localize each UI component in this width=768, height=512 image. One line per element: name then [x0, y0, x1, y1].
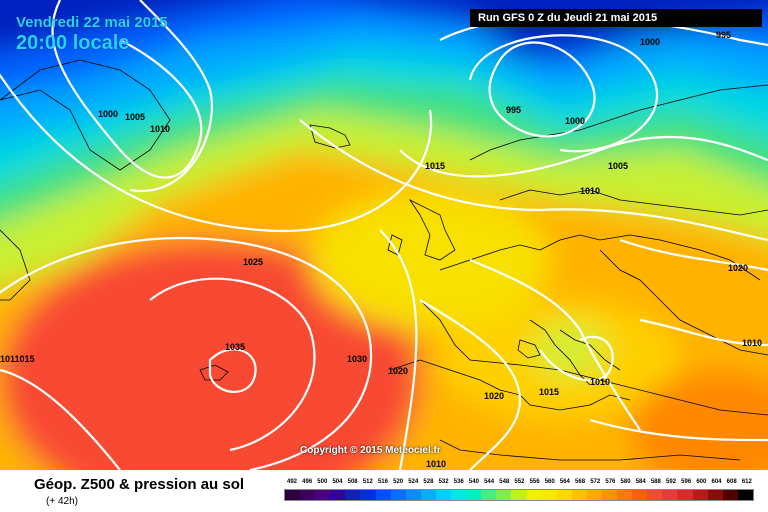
- scale-label: 508: [347, 479, 358, 485]
- scale-swatch: [692, 490, 708, 500]
- isobar-label: 1010: [150, 124, 170, 134]
- isobar-label: 1005: [125, 112, 145, 122]
- isobar-label: 1010: [426, 459, 446, 469]
- scale-label: 544: [484, 479, 495, 485]
- isobar-label: 1020: [484, 391, 504, 401]
- isobar-label: 1030: [347, 354, 367, 364]
- isobar-label: 1000: [640, 37, 660, 47]
- isobar-label: 1000: [98, 109, 118, 119]
- scale-swatch: [632, 490, 648, 500]
- color-scale: [284, 489, 754, 501]
- forecast-lead-time: (+ 42h): [46, 496, 78, 507]
- scale-label: 496: [302, 479, 313, 485]
- scale-swatch: [707, 490, 723, 500]
- scale-label: 504: [332, 479, 343, 485]
- scale-label: 596: [681, 479, 692, 485]
- isobar-label: 1010: [742, 338, 762, 348]
- isobar-label: 1020: [388, 366, 408, 376]
- scale-swatch: [435, 490, 452, 500]
- geopotential-map: 995 1000 995 1000 1000 1005 1010 1015 10…: [0, 0, 768, 470]
- forecast-time: 20:00 locale: [16, 32, 130, 54]
- scale-swatch: [285, 490, 301, 500]
- scale-label: 564: [559, 479, 570, 485]
- scale-swatch: [466, 490, 482, 500]
- scale-swatch: [662, 490, 678, 500]
- color-scale-labels: 492 496 500 504 508 512 516 520 524 528 532 536 540 5…: [284, 479, 754, 488]
- scale-swatch: [405, 490, 421, 500]
- scale-swatch: [481, 490, 497, 500]
- scale-swatch: [526, 490, 542, 500]
- scale-swatch: [496, 490, 512, 500]
- scale-swatch: [345, 490, 361, 500]
- isobar-label: 1020: [728, 263, 748, 273]
- scale-swatch: [617, 490, 633, 500]
- legend-bar: Géop. Z500 & pression au sol (+ 42h) 492…: [0, 470, 768, 512]
- scale-swatch: [541, 490, 557, 500]
- isobar-label: 1015: [539, 387, 559, 397]
- scale-swatch: [586, 490, 602, 500]
- scale-label: 500: [317, 479, 328, 485]
- scale-swatch: [375, 490, 391, 500]
- scale-label: 588: [650, 479, 661, 485]
- scale-label: 584: [635, 479, 646, 485]
- scale-label: 524: [408, 479, 419, 485]
- scale-label: 540: [468, 479, 479, 485]
- isobar-label: 1010: [580, 186, 600, 196]
- scale-swatch: [722, 490, 738, 500]
- scale-swatch: [315, 490, 331, 500]
- scale-label: 600: [696, 479, 707, 485]
- copyright-notice: Copyright © 2015 Meteociel.fr: [300, 445, 441, 456]
- isobar-label: 1025: [243, 257, 263, 267]
- scale-label: 548: [499, 479, 510, 485]
- isobars: [0, 0, 768, 470]
- forecast-date: Vendredi 22 mai 2015: [16, 14, 168, 31]
- scale-swatch: [677, 490, 693, 500]
- scale-swatch: [420, 490, 436, 500]
- scale-label: 576: [605, 479, 616, 485]
- scale-label: 608: [726, 479, 737, 485]
- scale-label: 580: [620, 479, 631, 485]
- isobar-label: 1000: [565, 116, 585, 126]
- scale-label: 532: [438, 479, 449, 485]
- isobar-labels: 995 1000 995 1000 1000 1005 1010 1015 10…: [0, 30, 762, 469]
- scale-label: 572: [590, 479, 601, 485]
- scale-swatch: [556, 490, 572, 500]
- scale-swatch: [360, 490, 376, 500]
- scale-label: 592: [666, 479, 677, 485]
- isobar-label: 995: [506, 105, 521, 115]
- scale-swatch: [300, 490, 316, 500]
- scale-label: 520: [393, 479, 404, 485]
- scale-label: 552: [514, 479, 525, 485]
- scale-swatch: [511, 490, 527, 500]
- scale-label: 492: [286, 479, 297, 485]
- isobar-label: 1015: [425, 161, 445, 171]
- scale-label: 556: [529, 479, 540, 485]
- scale-swatch: [390, 490, 406, 500]
- scale-swatch: [571, 490, 587, 500]
- isobar-label: 1005: [608, 161, 628, 171]
- scale-swatch: [451, 490, 467, 500]
- scale-label: 612: [741, 479, 752, 485]
- scale-swatch: [647, 490, 663, 500]
- scale-label: 568: [575, 479, 586, 485]
- isobar-label: 995: [716, 30, 731, 40]
- scale-label: 604: [711, 479, 722, 485]
- scale-swatch: [330, 490, 346, 500]
- map-title: Géop. Z500 & pression au sol: [34, 476, 245, 493]
- isobar-label: 1010: [590, 377, 610, 387]
- isobar-label: 1011015: [0, 354, 35, 364]
- scale-label: 560: [544, 479, 555, 485]
- isobar-label: 1035: [225, 342, 245, 352]
- scale-label: 528: [423, 479, 434, 485]
- model-run-label: Run GFS 0 Z du Jeudi 21 mai 2015: [470, 9, 762, 27]
- scale-swatch: [601, 490, 618, 500]
- scale-label: 516: [377, 479, 388, 485]
- scale-swatch: [737, 490, 753, 500]
- scale-label: 536: [453, 479, 464, 485]
- scale-label: 512: [362, 479, 373, 485]
